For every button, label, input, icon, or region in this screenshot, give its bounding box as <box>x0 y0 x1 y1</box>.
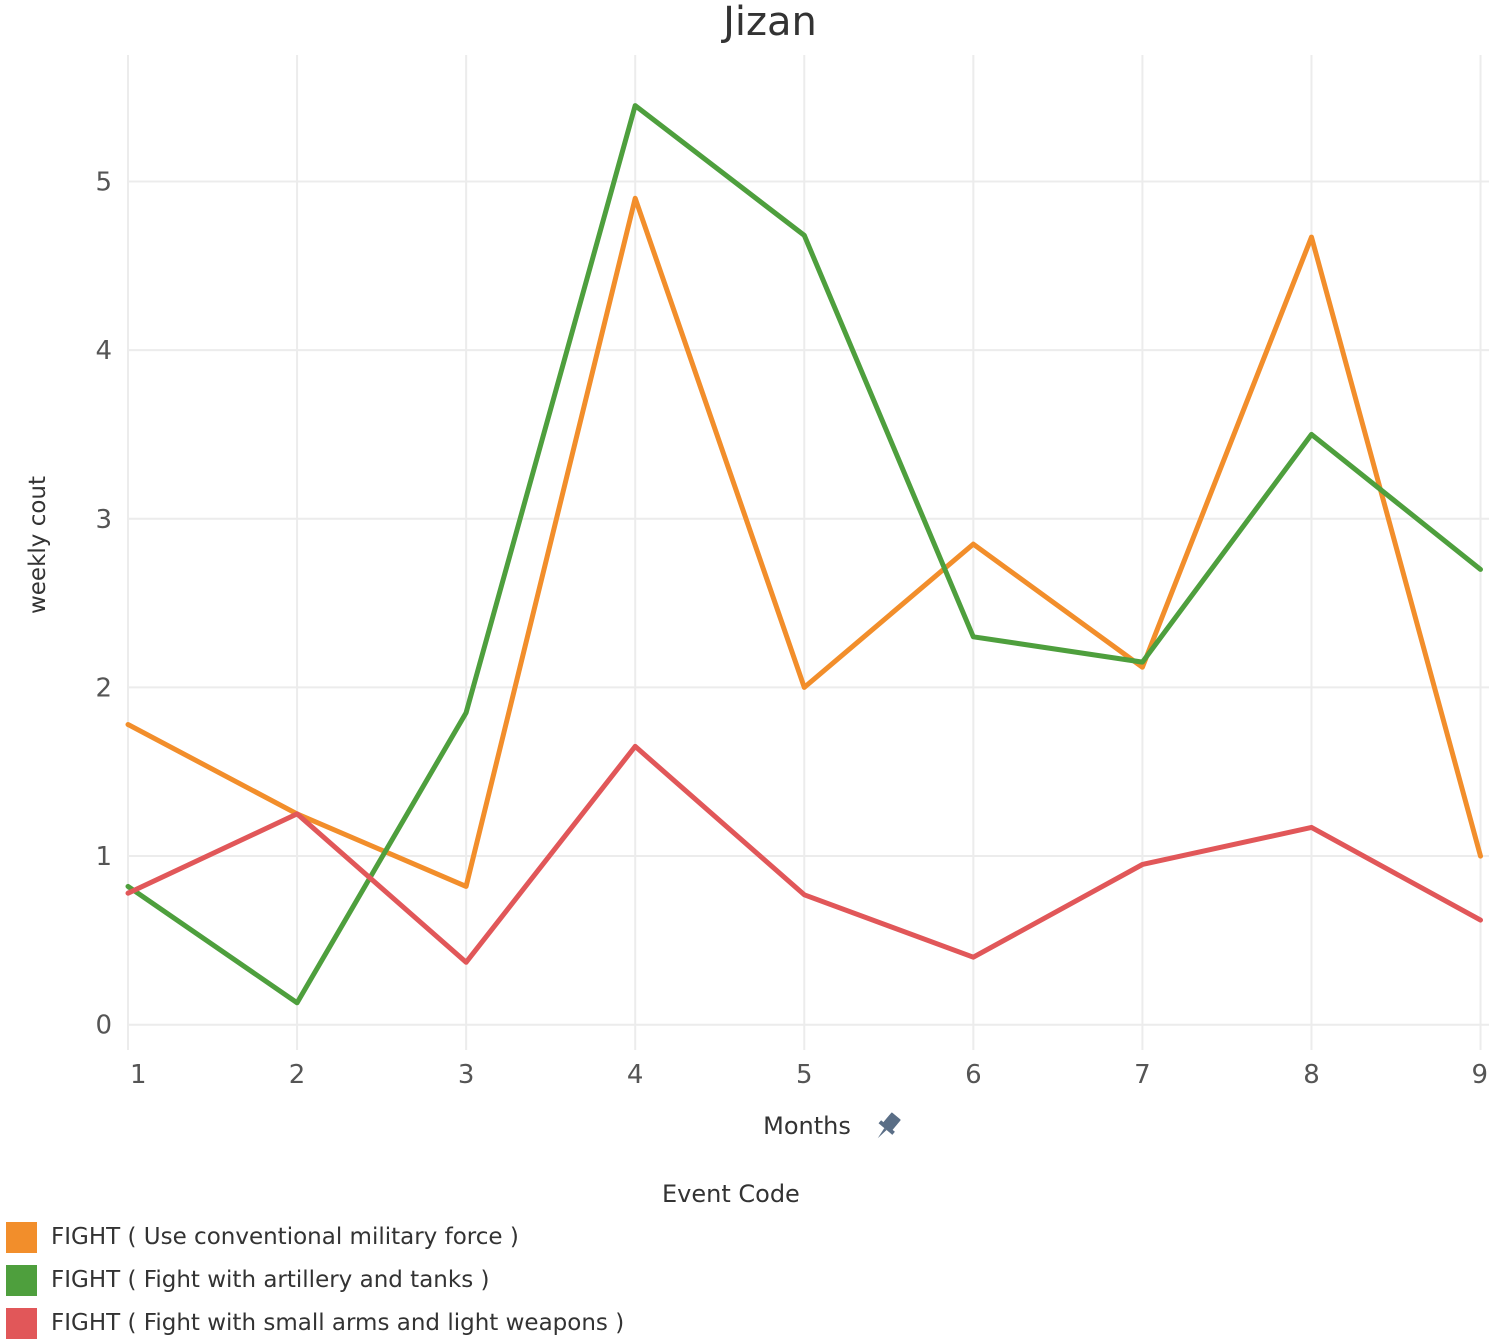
x-tick-label: 4 <box>627 1060 644 1090</box>
x-axis-ticks: 1 2 3 4 5 6 7 8 9 <box>130 1060 1488 1090</box>
y-tick-label: 0 <box>95 1011 112 1041</box>
series-line-2[interactable] <box>125 103 1483 1006</box>
y-tick-label: 2 <box>95 673 112 703</box>
legend-swatch <box>6 1264 37 1296</box>
y-tick-label: 1 <box>95 842 112 872</box>
legend-item[interactable]: FIGHT ( Use conventional military force … <box>6 1220 519 1254</box>
series-line-3[interactable] <box>125 743 1483 965</box>
x-tick-label: 9 <box>1471 1060 1488 1090</box>
legend-swatch <box>6 1307 37 1339</box>
x-tick-label: 8 <box>1303 1060 1320 1090</box>
y-axis-label: weekly cout <box>25 476 51 614</box>
x-tick-label: 3 <box>458 1060 475 1090</box>
legend-item[interactable]: FIGHT ( Fight with artillery and tanks ) <box>6 1263 489 1297</box>
chart-title: Jizan <box>720 0 817 45</box>
y-tick-label: 5 <box>95 167 112 197</box>
legend-item[interactable]: FIGHT ( Fight with small arms and light … <box>6 1306 624 1340</box>
series-lines <box>125 103 1483 1006</box>
x-tick-label: 1 <box>130 1060 147 1090</box>
pin-icon[interactable] <box>871 1110 903 1144</box>
legend: Event Code FIGHT ( Use conventional mili… <box>0 1178 1489 1343</box>
legend-swatch <box>6 1221 37 1253</box>
x-axis-label: Months <box>763 1112 851 1140</box>
legend-title: Event Code <box>662 1180 800 1208</box>
y-tick-label: 3 <box>95 505 112 535</box>
legend-label: FIGHT ( Fight with artillery and tanks ) <box>51 1267 490 1293</box>
x-axis-title: Months <box>763 1110 903 1144</box>
legend-label: FIGHT ( Fight with small arms and light … <box>51 1310 625 1336</box>
x-tick-label: 6 <box>965 1060 982 1090</box>
x-tick-label: 5 <box>796 1060 813 1090</box>
gridlines <box>127 55 1489 1050</box>
legend-label: FIGHT ( Use conventional military force … <box>51 1224 519 1250</box>
y-axis-ticks: 0 1 2 3 4 5 <box>95 167 112 1040</box>
y-tick-label: 4 <box>95 336 112 366</box>
x-tick-label: 2 <box>289 1060 306 1090</box>
series-line-1[interactable] <box>125 195 1483 889</box>
x-tick-label: 7 <box>1134 1060 1151 1090</box>
